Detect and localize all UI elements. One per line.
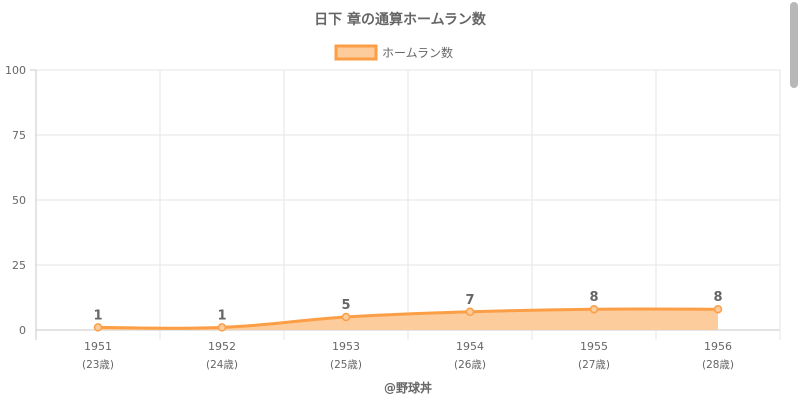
x-tick-label: 1953 — [332, 340, 360, 353]
x-tick-sublabel: (25歳) — [330, 359, 362, 371]
y-tick-label: 75 — [12, 129, 26, 142]
x-tick-label: 1951 — [84, 340, 112, 353]
data-label: 7 — [465, 293, 474, 308]
legend-swatch — [334, 44, 378, 61]
data-point — [465, 307, 475, 317]
y-tick-label: 0 — [19, 324, 26, 337]
data-label: 5 — [341, 298, 350, 313]
scrollbar[interactable] — [788, 0, 800, 400]
chart-title: 日下 章の通算ホームラン数 — [314, 11, 487, 28]
series-homeruns — [93, 304, 723, 332]
data-label: 8 — [589, 290, 598, 305]
grid — [30, 69, 781, 340]
y-tick-label: 25 — [12, 259, 26, 272]
x-axis-ticks: 1951 (23歳) 1952 (24歳) 1953 (25歳) 1954 (26歳) 1955… — [82, 340, 734, 371]
series-area — [98, 308, 718, 330]
data-point — [217, 323, 227, 332]
x-tick-label: 1956 — [704, 340, 732, 353]
credit: @野球丼 — [384, 380, 432, 395]
x-tick-label: 1954 — [456, 340, 484, 353]
x-tick-sublabel: (28歳) — [702, 359, 734, 371]
data-point — [589, 304, 599, 314]
data-point — [93, 323, 103, 332]
data-labels: 1 1 5 7 8 8 — [93, 290, 722, 323]
data-point — [713, 304, 723, 314]
x-tick-label: 1955 — [580, 340, 608, 353]
x-tick-sublabel: (27歳) — [578, 359, 610, 371]
data-label: 8 — [713, 290, 722, 305]
x-tick-label: 1952 — [208, 340, 236, 353]
data-label: 1 — [93, 308, 102, 323]
legend[interactable]: ホームラン数 — [334, 44, 453, 61]
x-tick-sublabel: (24歳) — [206, 359, 238, 371]
x-tick-sublabel: (26歳) — [454, 359, 486, 371]
data-point — [341, 312, 351, 322]
data-label: 1 — [217, 308, 226, 323]
y-axis-ticks: 0 25 50 75 100 — [5, 64, 26, 337]
y-tick-label: 50 — [12, 194, 26, 207]
series-line — [97, 307, 719, 330]
y-tick-label: 100 — [5, 64, 26, 77]
x-tick-sublabel: (23歳) — [82, 359, 114, 371]
legend-label: ホームラン数 — [382, 45, 453, 60]
scrollbar-thumb[interactable] — [790, 2, 798, 88]
